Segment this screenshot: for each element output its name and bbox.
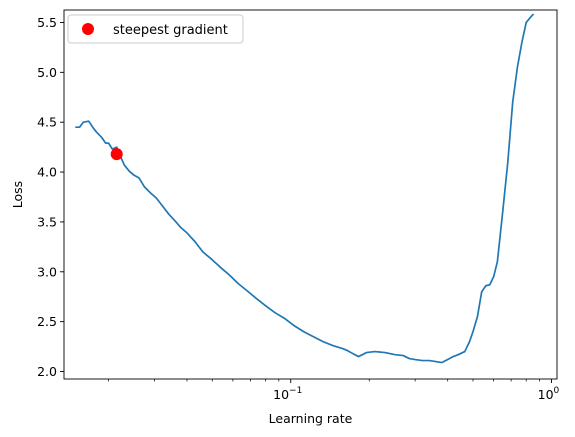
y-tick-label: 5.0 [37, 65, 57, 80]
y-tick-label: 3.0 [37, 264, 57, 279]
x-tick-exponent: 0 [554, 386, 560, 396]
loss-curve-line [75, 13, 534, 364]
x-tick-label: 10−1 [273, 386, 302, 402]
steepest-gradient-marker [110, 148, 123, 161]
axes-frame [63, 9, 558, 380]
y-axis-label: Loss [10, 181, 25, 208]
legend-box [67, 14, 244, 44]
x-tick-label: 100 [538, 386, 560, 402]
x-tick-exponent: −1 [289, 386, 302, 396]
y-tick-label: 3.5 [37, 214, 57, 229]
y-tick-label: 5.5 [37, 15, 57, 30]
x-tick-base: 10 [538, 387, 554, 402]
x-axis-ticks: 10−1 100 [108, 379, 560, 402]
plot-area [75, 13, 534, 364]
x-axis-label: Learning rate [269, 411, 353, 426]
y-tick-label: 2.5 [37, 314, 57, 329]
legend-marker-icon [82, 23, 94, 35]
x-tick-base: 10 [273, 387, 289, 402]
legend: steepest gradient [67, 14, 244, 44]
y-axis-ticks: 2.0 2.5 3.0 3.5 4.0 4.5 5.0 5.5 [37, 15, 64, 379]
y-tick-label: 4.5 [37, 115, 57, 130]
legend-label: steepest gradient [113, 23, 228, 38]
y-tick-label: 2.0 [37, 364, 57, 379]
y-tick-label: 4.0 [37, 165, 57, 180]
